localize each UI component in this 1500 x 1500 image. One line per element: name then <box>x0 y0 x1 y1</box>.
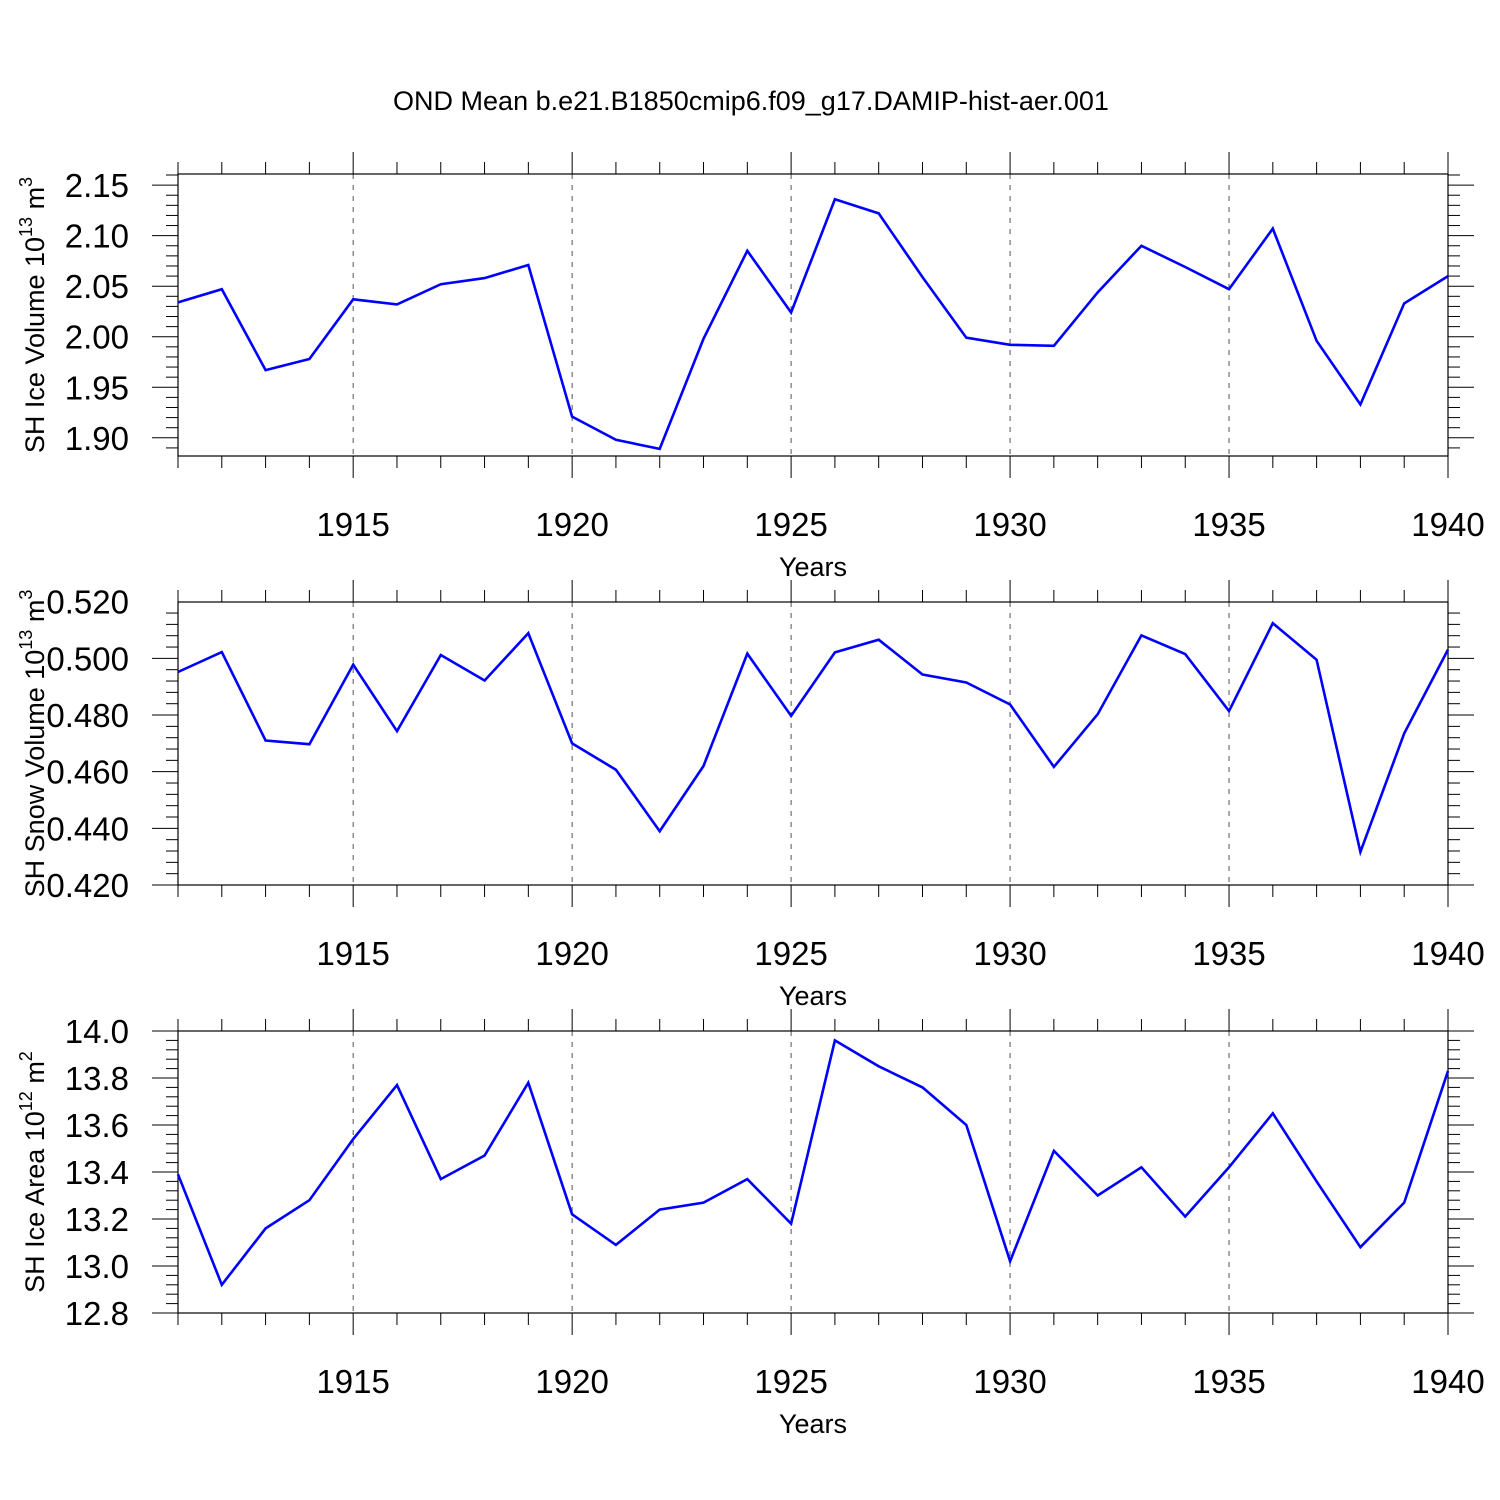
x-tick-label: 1930 <box>973 935 1046 972</box>
y-axis-label-part: 12 <box>16 1091 36 1111</box>
x-axis-label: Years <box>779 1409 847 1439</box>
x-tick-label: 1930 <box>973 1363 1046 1400</box>
y-tick-label: 13.8 <box>65 1060 129 1097</box>
x-tick-label: 1940 <box>1411 1363 1484 1400</box>
x-tick-label: 1930 <box>973 506 1046 543</box>
y-tick-label: 0.520 <box>46 584 129 621</box>
x-tick-label: 1915 <box>316 935 389 972</box>
x-tick-label: 1935 <box>1192 1363 1265 1400</box>
y-tick-label: 12.8 <box>65 1295 129 1332</box>
y-tick-label: 2.10 <box>65 218 129 255</box>
chart-panel-3: 12.8 13.0 13.2 13.4 13.6 13.8 14.0 1915 1920 1925… <box>16 1009 1485 1439</box>
x-tick-label: 1925 <box>754 1363 827 1400</box>
y-axis-label-part: m <box>20 600 50 630</box>
chart-panel-1: 1.90 1.95 2.00 2.05 2.10 2.15 1915 1920 1925 1930… <box>16 152 1485 582</box>
y-tick-label: 0.480 <box>46 697 129 734</box>
y-tick-label: 0.440 <box>46 810 129 847</box>
y-tick-label: 14.0 <box>65 1013 129 1050</box>
y-axis-label-part: m <box>20 1061 50 1091</box>
plot-frame <box>177 601 1449 886</box>
plot-frame <box>177 1030 1449 1314</box>
y-tick-label: 2.05 <box>65 268 129 305</box>
figure-title: OND Mean b.e21.B1850cmip6.f09_g17.DAMIP-… <box>393 86 1109 116</box>
y-tick-label: 1.90 <box>65 420 129 457</box>
y-axis-label: SH Ice Area 1012 m2 <box>16 1051 50 1293</box>
y-axis-label: SH Snow Volume 1013 m3 <box>16 590 50 898</box>
y-axis-label: SH Ice Volume 1013 m3 <box>16 177 50 453</box>
plot-frame <box>177 173 1449 457</box>
series-line <box>177 621 1450 857</box>
y-tick-label: 13.0 <box>65 1248 129 1285</box>
x-tick-label: 1940 <box>1411 506 1484 543</box>
x-tick-label: 1915 <box>316 506 389 543</box>
y-axis-label-part: 13 <box>16 630 36 650</box>
x-axis-label: Years <box>779 981 847 1011</box>
chart-panel-2: 0.420 0.440 0.460 0.480 0.500 0.520 1915 1920 19… <box>16 580 1485 1011</box>
y-axis-label-part: 3 <box>16 177 36 187</box>
series-line <box>176 1038 1450 1288</box>
y-axis-label-part: 3 <box>16 590 36 600</box>
x-tick-label: 1935 <box>1192 935 1265 972</box>
x-tick-label: 1940 <box>1411 935 1484 972</box>
x-tick-label: 1915 <box>316 1363 389 1400</box>
x-tick-label: 1925 <box>754 935 827 972</box>
y-axis-label-part: SH Ice Volume 10 <box>20 237 50 453</box>
x-tick-label: 1920 <box>535 506 608 543</box>
x-tick-label: 1935 <box>1192 506 1265 543</box>
y-tick-label: 2.00 <box>65 319 129 356</box>
y-tick-label: 0.500 <box>46 640 129 677</box>
y-tick-label: 0.420 <box>46 867 129 904</box>
y-tick-label: 13.6 <box>65 1107 129 1144</box>
y-tick-label: 13.2 <box>65 1201 129 1238</box>
y-tick-label: 0.460 <box>46 754 129 791</box>
x-tick-label: 1920 <box>535 1363 608 1400</box>
y-tick-label: 13.4 <box>65 1154 129 1191</box>
x-tick-label: 1920 <box>535 935 608 972</box>
y-axis-label-part: m <box>20 187 50 217</box>
x-axis-label: Years <box>779 552 847 582</box>
y-axis-label-part: 2 <box>16 1051 36 1061</box>
series-line <box>177 197 1449 451</box>
y-axis-label-part: 13 <box>16 217 36 237</box>
y-tick-label: 2.15 <box>65 167 129 204</box>
y-axis-label-part: SH Ice Area 10 <box>20 1111 50 1293</box>
x-tick-label: 1925 <box>754 506 827 543</box>
y-axis-label-part: SH Snow Volume 10 <box>20 650 50 898</box>
y-tick-label: 1.95 <box>65 369 129 406</box>
